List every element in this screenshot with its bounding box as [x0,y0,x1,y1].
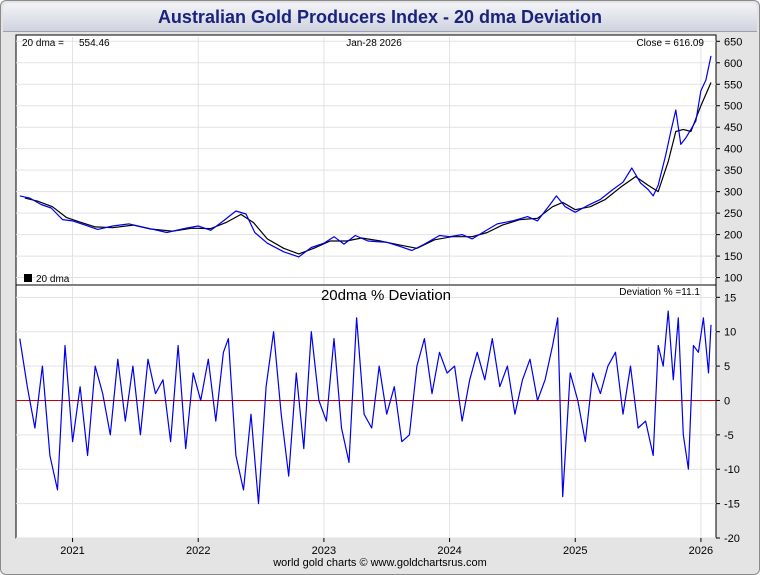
price-tick-label: 100 [724,273,742,285]
x-tick-label: 2024 [437,545,461,557]
deviation-line [19,310,712,505]
chart-title: Australian Gold Producers Index - 20 dma… [157,7,603,27]
deviation-tick-label: -15 [724,499,740,511]
x-tick-label: 2022 [186,545,210,557]
x-tick-label: 2023 [312,545,336,557]
price-lines [19,55,712,258]
title-bar: Australian Gold Producers Index - 20 dma… [3,3,757,32]
close-line [19,55,712,258]
footer-credit: world gold charts © www.goldchartsrus.co… [273,557,487,569]
deviation-label: Deviation % =11.1 [619,287,700,298]
dma-label: 20 dma = [22,38,64,49]
x-tick-label: 2025 [563,545,587,557]
x-axis: 2021 2022 2023 2024 2025 2026 [60,538,713,557]
deviation-tick-label: -20 [724,533,740,545]
price-grid [16,37,716,284]
x-tick-label: 2021 [60,545,84,557]
price-tick-label: 200 [724,230,742,242]
chart-date: Jan-28 2026 [346,38,402,49]
price-tick-label: 500 [724,101,742,113]
price-tick-label: 550 [724,79,742,91]
price-tick-label: 450 [724,122,742,134]
deviation-axis: -20 -15 -10 -5 0 5 10 15 [716,292,740,545]
deviation-tick-label: 15 [724,292,736,304]
close-label: Close = 616.09 [636,38,704,49]
price-axis: 100 150 200 250 300 350 400 450 500 550 600 650 [716,36,742,285]
price-tick-label: 650 [724,36,742,48]
x-tick-label: 2026 [689,545,713,557]
deviation-lines [19,310,712,505]
price-tick-label: 250 [724,208,742,220]
price-tick-label: 600 [724,58,742,70]
price-tick-label: 400 [724,144,742,156]
price-tick-label: 150 [724,251,742,263]
deviation-title: 20dma % Deviation [321,287,451,304]
price-tick-label: 300 [724,187,742,199]
legend-label: 20 dma [36,274,70,285]
deviation-tick-label: -10 [724,464,740,476]
price-tick-label: 350 [724,165,742,177]
dma-value: 554.46 [79,38,110,49]
deviation-tick-label: -5 [724,430,734,442]
legend-swatch [24,274,32,282]
deviation-tick-label: 5 [724,361,730,373]
price-panel [15,34,717,286]
deviation-tick-label: 0 [724,395,730,407]
deviation-tick-label: 10 [724,327,736,339]
deviation-panel [15,284,717,539]
